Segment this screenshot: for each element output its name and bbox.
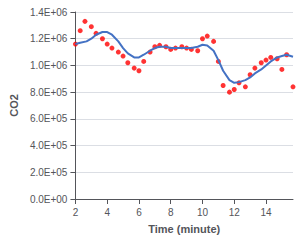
svg-text:6: 6 (136, 207, 142, 218)
svg-text:14: 14 (260, 207, 272, 218)
svg-text:0.0E+00: 0.0E+00 (30, 194, 68, 205)
svg-text:10: 10 (197, 207, 209, 218)
svg-text:1.0E+06: 1.0E+06 (30, 60, 68, 71)
svg-text:CO2: CO2 (8, 94, 20, 117)
svg-text:8.0E+05: 8.0E+05 (30, 87, 68, 98)
svg-text:6.0E+05: 6.0E+05 (30, 113, 68, 124)
svg-text:2: 2 (73, 207, 79, 218)
svg-text:1.2E+06: 1.2E+06 (30, 33, 68, 44)
svg-text:12: 12 (229, 207, 241, 218)
svg-text:1.4E+06: 1.4E+06 (30, 7, 68, 18)
svg-text:2.0E+05: 2.0E+05 (30, 167, 68, 178)
svg-text:4.0E+05: 4.0E+05 (30, 140, 68, 151)
svg-text:4: 4 (104, 207, 110, 218)
svg-text:8: 8 (168, 207, 174, 218)
svg-text:Time (minute): Time (minute) (148, 223, 220, 235)
